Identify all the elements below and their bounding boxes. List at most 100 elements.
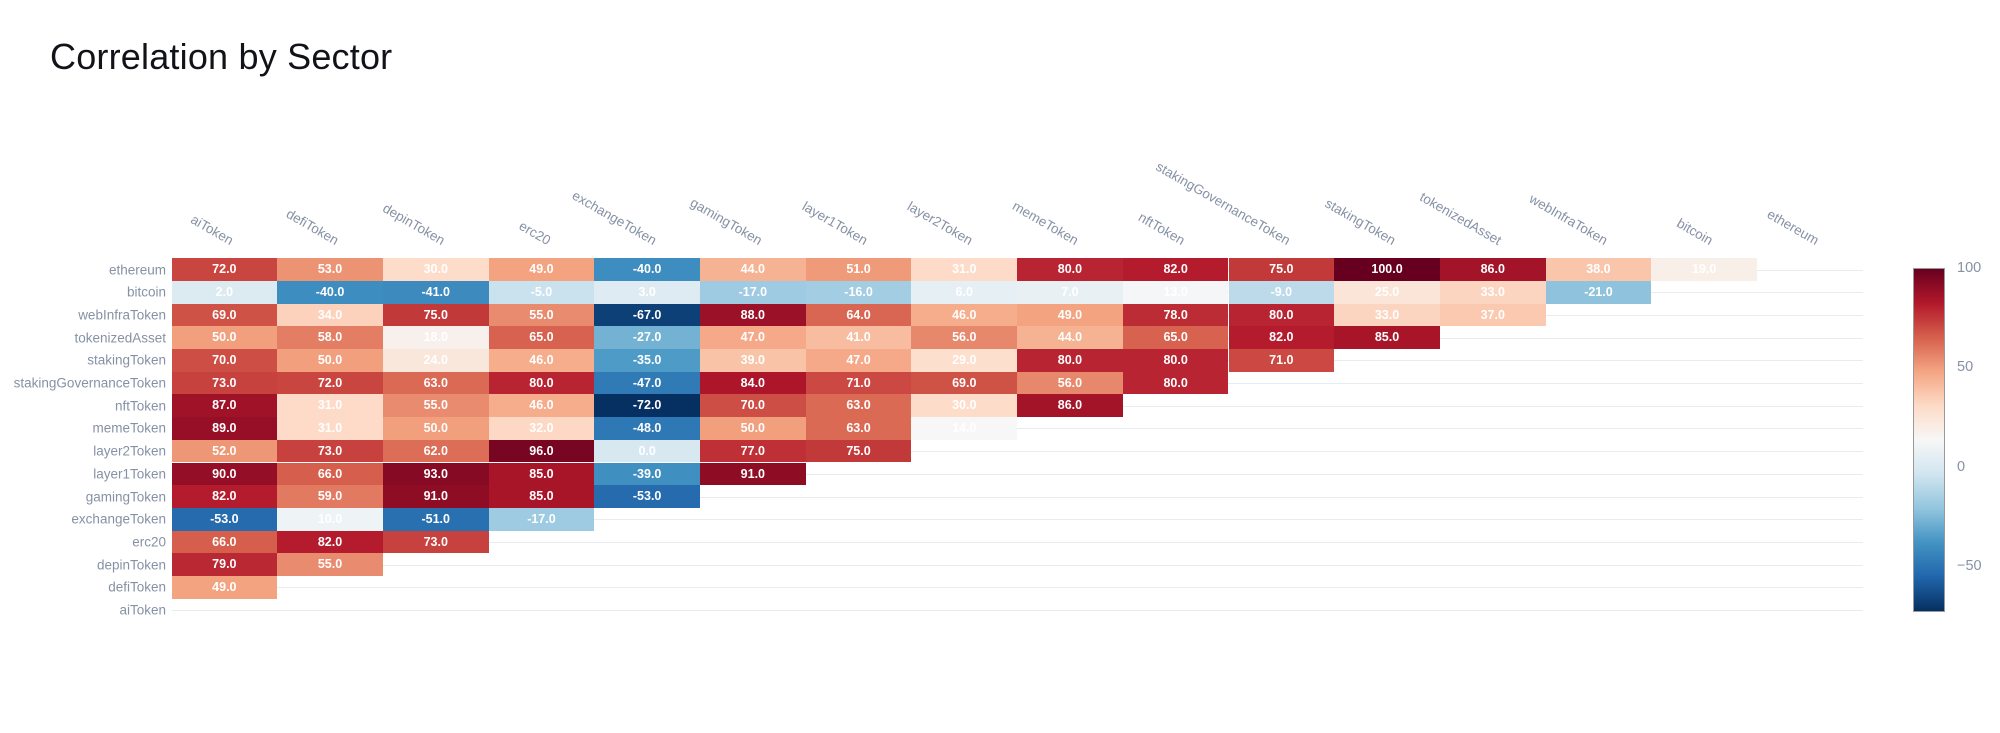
- heatmap-cell: 2.0: [171, 280, 278, 304]
- heatmap-cell: 88.0: [700, 303, 806, 327]
- heatmap-cell: 89.0: [171, 417, 278, 440]
- heatmap-cell: -67.0: [594, 303, 700, 327]
- heatmap-cell: 100.0: [1334, 258, 1440, 281]
- gridline: [171, 496, 1863, 498]
- x-axis-label: gamingToken: [687, 194, 765, 248]
- heatmap-cell: 80.0: [1122, 371, 1229, 395]
- heatmap-cell: 34.0: [277, 303, 383, 327]
- gridline: [171, 541, 1863, 543]
- heatmap-cell: 18.0: [382, 326, 489, 349]
- heatmap-cell: 10.0: [277, 507, 383, 531]
- heatmap-cell: 55.0: [488, 303, 595, 327]
- heatmap-cell: 69.0: [911, 371, 1018, 395]
- heatmap-cell: 66.0: [277, 462, 383, 486]
- y-axis-label: bitcoin: [126, 284, 166, 300]
- heatmap-cell: 41.0: [805, 326, 912, 349]
- heatmap-cell: -16.0: [805, 280, 912, 304]
- heatmap-cell: 79.0: [171, 553, 278, 576]
- heatmap-cell: -51.0: [382, 507, 489, 531]
- heatmap-cell: 73.0: [382, 530, 489, 554]
- heatmap-cell: 50.0: [382, 417, 489, 440]
- heatmap-cell: 44.0: [1017, 326, 1123, 349]
- x-axis-label: ethereum: [1764, 206, 1822, 248]
- heatmap-cell: 70.0: [171, 349, 278, 372]
- heatmap-cell: 0.0: [594, 439, 700, 463]
- heatmap-cell: 69.0: [171, 303, 278, 327]
- heatmap-cell: 72.0: [277, 371, 383, 395]
- heatmap-cell: 82.0: [171, 485, 278, 508]
- y-axis-label: stakingToken: [87, 352, 166, 368]
- heatmap-cell: -40.0: [277, 280, 383, 304]
- heatmap-cell: -39.0: [594, 462, 700, 486]
- heatmap-cell: 19.0: [1651, 258, 1757, 281]
- gridline: [171, 610, 1863, 612]
- heatmap-cell: 73.0: [277, 439, 383, 463]
- gridline: [171, 473, 1863, 475]
- heatmap-cell: 31.0: [277, 417, 383, 440]
- heatmap-cell: 33.0: [1334, 303, 1440, 327]
- heatmap-cell: 25.0: [1334, 280, 1440, 304]
- x-axis-label: exchangeToken: [569, 187, 659, 248]
- heatmap-cell: 33.0: [1439, 280, 1546, 304]
- heatmap-cell: 6.0: [911, 280, 1018, 304]
- heatmap-cell: -17.0: [488, 507, 595, 531]
- heatmap-cell: 29.0: [911, 349, 1018, 372]
- gridline: [171, 519, 1863, 521]
- heatmap-cell: 49.0: [488, 258, 595, 281]
- y-axis-label: ethereum: [108, 262, 166, 278]
- x-axis-label: nftToken: [1135, 209, 1188, 248]
- heatmap-cell: 63.0: [805, 417, 912, 440]
- colorbar-tick-label: 0: [1957, 458, 1966, 475]
- heatmap-cell: -9.0: [1228, 280, 1335, 304]
- heatmap-cell: 58.0: [277, 326, 383, 349]
- heatmap-cell: -17.0: [700, 280, 806, 304]
- heatmap-cell: 93.0: [382, 462, 489, 486]
- gridline: [171, 587, 1863, 589]
- heatmap-cell: 96.0: [488, 439, 595, 463]
- heatmap-cell: 86.0: [1017, 394, 1123, 418]
- heatmap-cell: 90.0: [171, 462, 278, 486]
- heatmap-cell: 63.0: [382, 371, 489, 395]
- heatmap-cell: 87.0: [171, 394, 278, 418]
- y-axis-label: stakingGovernanceToken: [13, 375, 166, 391]
- y-axis-label: memeToken: [92, 420, 166, 436]
- heatmap-cell: 78.0: [1122, 303, 1229, 327]
- heatmap-cell: 47.0: [805, 349, 912, 372]
- heatmap-cell: 75.0: [1228, 258, 1335, 281]
- heatmap-cell: -27.0: [594, 326, 700, 349]
- x-axis-label: layer2Token: [905, 198, 976, 248]
- heatmap-cell: 56.0: [911, 326, 1018, 349]
- gridline: [171, 451, 1863, 453]
- heatmap-cell: 50.0: [277, 349, 383, 372]
- heatmap-cell: 80.0: [1017, 349, 1123, 372]
- y-axis-label: defiToken: [108, 579, 166, 595]
- heatmap-cell: 82.0: [277, 530, 383, 554]
- heatmap-cell: 85.0: [1334, 326, 1440, 349]
- heatmap-cell: 77.0: [700, 439, 806, 463]
- heatmap-cell: 51.0: [805, 258, 912, 281]
- heatmap-cell: -48.0: [594, 417, 700, 440]
- heatmap-cell: -35.0: [594, 349, 700, 372]
- heatmap-cell: 66.0: [171, 530, 278, 554]
- heatmap-cell: -53.0: [594, 485, 700, 508]
- heatmap-cell: 30.0: [911, 394, 1018, 418]
- y-axis-label: webInfraToken: [78, 307, 166, 323]
- heatmap-cell: 49.0: [1017, 303, 1123, 327]
- heatmap-cell: 3.0: [594, 280, 700, 304]
- heatmap-cell: 59.0: [277, 485, 383, 508]
- x-axis-label: tokenizedAsset: [1417, 189, 1505, 248]
- heatmap-cell: 82.0: [1122, 258, 1229, 281]
- chart-title: Correlation by Sector: [50, 36, 393, 77]
- heatmap-cell: 65.0: [488, 326, 595, 349]
- heatmap-cell: 49.0: [171, 576, 278, 599]
- x-axis-label: defiToken: [283, 206, 342, 248]
- x-axis-label: aiToken: [188, 211, 236, 248]
- heatmap-cell: 63.0: [805, 394, 912, 418]
- heatmap-cell: 75.0: [805, 439, 912, 463]
- x-axis-label: webInfraToken: [1526, 191, 1610, 248]
- heatmap-cell: 80.0: [1017, 258, 1123, 281]
- heatmap-cell: 72.0: [171, 258, 278, 281]
- heatmap-cell: 31.0: [277, 394, 383, 418]
